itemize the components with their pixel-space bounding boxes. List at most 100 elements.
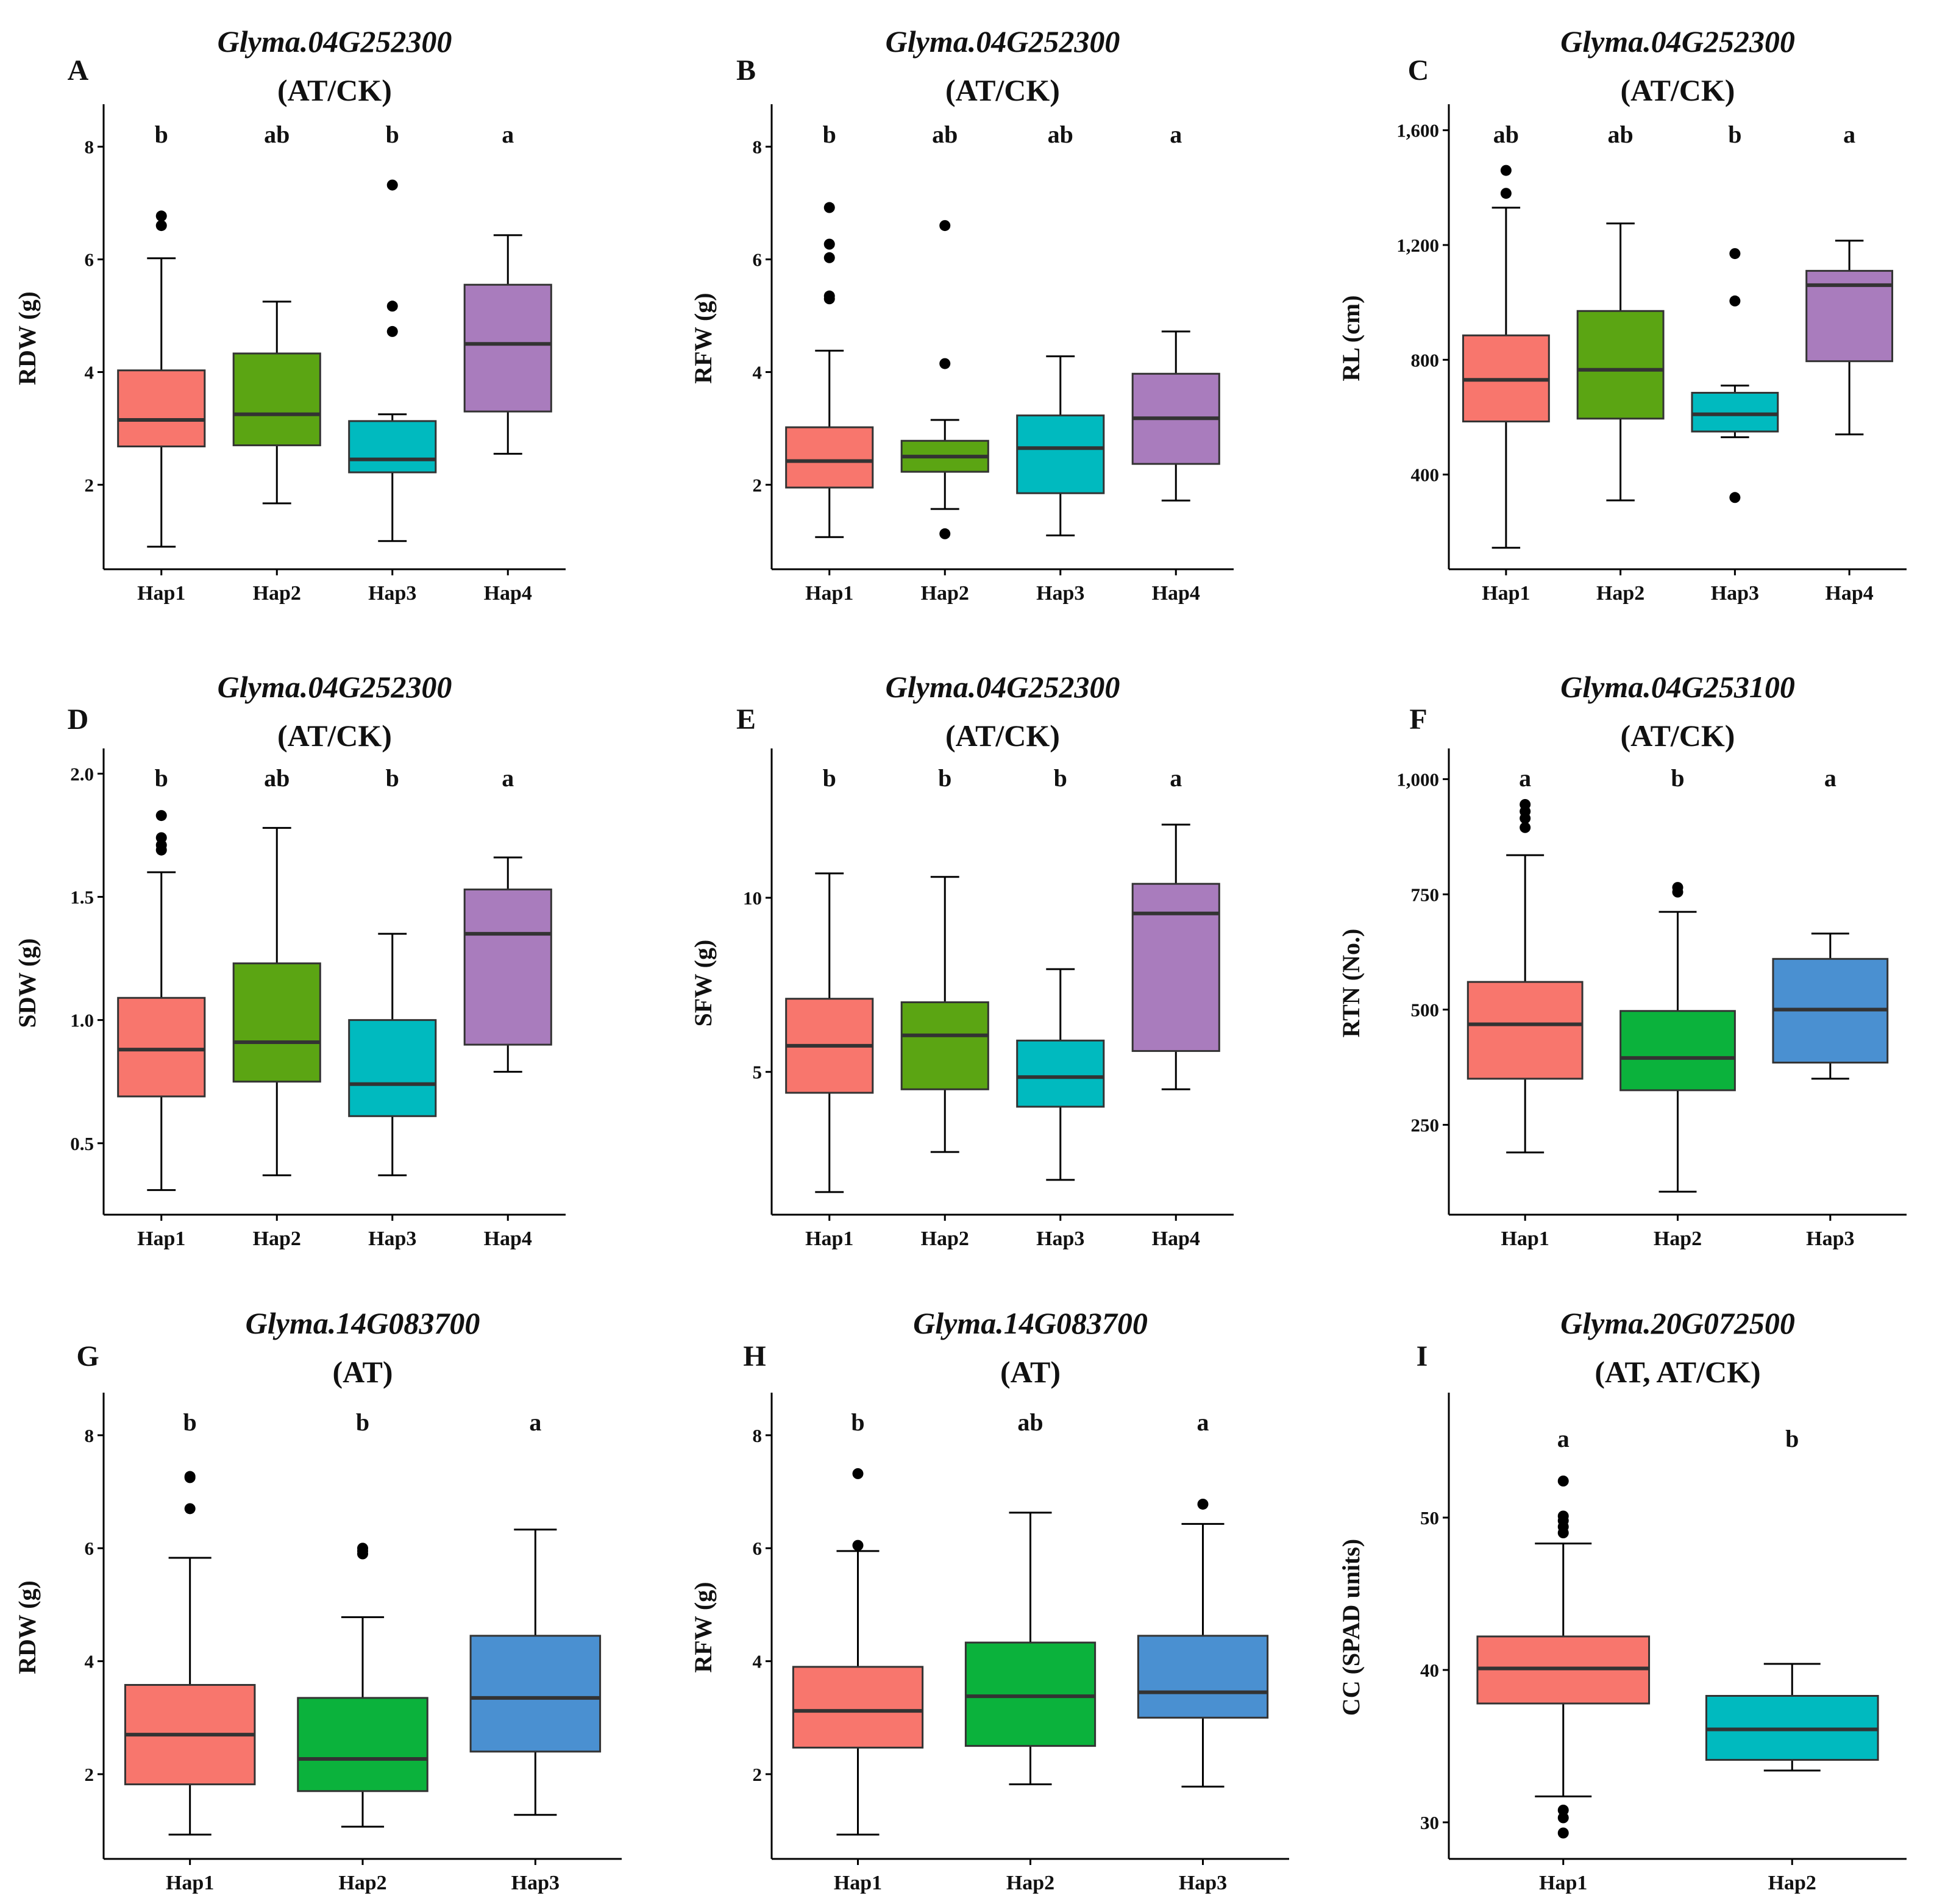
- box-hap2: [232, 300, 321, 505]
- panel-subtitle: (AT/CK): [277, 719, 392, 753]
- x-tick-label: Hap4: [484, 1227, 532, 1250]
- significance-letter: a: [1170, 121, 1182, 148]
- panel-a: Glyma.04G252300 (AT/CK) A 2 4 6 8 RDW (g) b Hap1 a…: [13, 24, 566, 605]
- iqr-box: [463, 283, 552, 413]
- panel-title: Glyma.14G083700: [913, 1306, 1148, 1340]
- x-tick-label: Hap3: [1806, 1227, 1854, 1250]
- box-hap3: [1137, 1498, 1269, 1788]
- x-tick-label: Hap2: [338, 1872, 386, 1894]
- panel-title: Glyma.04G252300: [886, 670, 1120, 704]
- y-tick-label: 2: [85, 1764, 94, 1785]
- y-axis-label: RFW (g): [689, 1582, 717, 1672]
- panel-letter: A: [68, 54, 89, 87]
- outlier-point: [1729, 295, 1741, 307]
- box-hap2: [1619, 882, 1736, 1193]
- x-tick-label: Hap1: [805, 1227, 853, 1250]
- iqr-box: [1576, 310, 1665, 420]
- box-hap4: [1805, 240, 1894, 436]
- iqr-box: [792, 1666, 924, 1749]
- iqr-box: [117, 996, 206, 1098]
- y-axis-label: RL (cm): [1337, 295, 1365, 381]
- outlier-point: [184, 1471, 196, 1482]
- outlier-point: [1557, 1476, 1569, 1487]
- y-tick-label: 8: [753, 137, 763, 158]
- outlier-point: [1500, 188, 1512, 199]
- significance-letter: a: [502, 121, 514, 148]
- box-hap2: [900, 220, 989, 539]
- box-hap1: [1462, 165, 1550, 549]
- box-hap1: [785, 202, 874, 538]
- panel-subtitle: (AT/CK): [1621, 719, 1735, 753]
- iqr-box: [348, 1019, 437, 1117]
- panel-letter: H: [743, 1340, 766, 1373]
- panel-subtitle: (AT/CK): [945, 719, 1060, 753]
- y-tick-label: 800: [1411, 349, 1440, 371]
- significance-letter: a: [529, 1408, 541, 1436]
- panel-subtitle: (AT/CK): [945, 73, 1060, 107]
- panel-letter: B: [736, 54, 756, 87]
- x-tick-label: Hap1: [1501, 1227, 1549, 1250]
- x-tick-label: Hap1: [166, 1872, 214, 1894]
- y-tick-label: 1,200: [1396, 235, 1439, 256]
- panel-d: Glyma.04G252300 (AT/CK) D 0.5 1.0 1.5 2.0 SDW (…: [13, 670, 566, 1250]
- x-tick-label: Hap3: [368, 1227, 416, 1250]
- iqr-box: [232, 962, 321, 1083]
- y-tick-label: 2: [753, 1764, 763, 1785]
- y-axis-label: SFW (g): [689, 940, 717, 1027]
- x-tick-label: Hap2: [921, 1227, 969, 1250]
- significance-letter: ab: [1048, 121, 1073, 148]
- y-axis-label: RDW (g): [13, 1580, 41, 1674]
- y-tick-label: 4: [753, 1651, 763, 1672]
- y-tick-label: 0.5: [70, 1133, 94, 1154]
- significance-letter: ab: [264, 764, 290, 792]
- y-tick-label: 400: [1411, 464, 1440, 486]
- outlier-point: [386, 325, 398, 337]
- box-hap3: [469, 1529, 602, 1816]
- y-tick-label: 8: [753, 1425, 763, 1446]
- x-tick-label: Hap3: [511, 1872, 560, 1894]
- significance-letter: ab: [1017, 1408, 1043, 1436]
- panel-title: Glyma.20G072500: [1560, 1306, 1795, 1340]
- outlier-point: [1520, 822, 1531, 833]
- x-tick-label: Hap3: [1036, 1227, 1084, 1250]
- box-hap1: [785, 872, 874, 1193]
- x-tick-label: Hap3: [1711, 582, 1759, 605]
- y-tick-label: 4: [85, 1651, 94, 1672]
- y-axis-label: RTN (No.): [1337, 929, 1365, 1038]
- panel-title: Glyma.04G252300: [886, 24, 1120, 59]
- outlier-point: [852, 1540, 864, 1551]
- outlier-point: [823, 238, 835, 250]
- y-tick-label: 30: [1420, 1812, 1439, 1833]
- iqr-box: [900, 1001, 989, 1090]
- outlier-point: [155, 810, 167, 822]
- x-tick-label: Hap2: [1006, 1872, 1054, 1894]
- box-hap2: [297, 1543, 428, 1828]
- significance-letter: b: [155, 764, 168, 792]
- x-tick-label: Hap4: [1825, 582, 1873, 605]
- box-hap2: [900, 876, 989, 1153]
- outlier-point: [1729, 492, 1741, 503]
- iqr-box: [964, 1641, 1097, 1747]
- box-hap1: [117, 810, 206, 1192]
- y-tick-label: 1.0: [70, 1010, 94, 1031]
- significance-letter: b: [155, 121, 168, 148]
- y-tick-label: 10: [743, 887, 762, 909]
- outlier-point: [1557, 1827, 1569, 1839]
- outlier-point: [939, 528, 951, 539]
- significance-letter: b: [1671, 764, 1684, 792]
- outlier-point: [386, 179, 398, 191]
- significance-letter: ab: [932, 121, 958, 148]
- x-tick-label: Hap4: [1152, 1227, 1200, 1250]
- panel-i: Glyma.20G072500 (AT, AT/CK) I 30 40 50 CC (SPA…: [1337, 1306, 1907, 1894]
- significance-letter: b: [1785, 1425, 1799, 1452]
- panel-e: Glyma.04G252300 (AT/CK) E 5 10 SFW (g) b Hap1 b H…: [689, 670, 1234, 1250]
- panel-g: Glyma.14G083700 (AT) G 2 4 6 8 RDW (g) b Hap1 b Hap…: [13, 1306, 622, 1894]
- y-tick-label: 8: [85, 137, 94, 158]
- y-tick-label: 1.5: [70, 887, 94, 908]
- iqr-box: [463, 888, 552, 1046]
- significance-letter: a: [502, 764, 514, 792]
- significance-letter: ab: [1608, 121, 1634, 148]
- y-tick-label: 6: [753, 1538, 763, 1559]
- y-tick-label: 6: [753, 249, 763, 271]
